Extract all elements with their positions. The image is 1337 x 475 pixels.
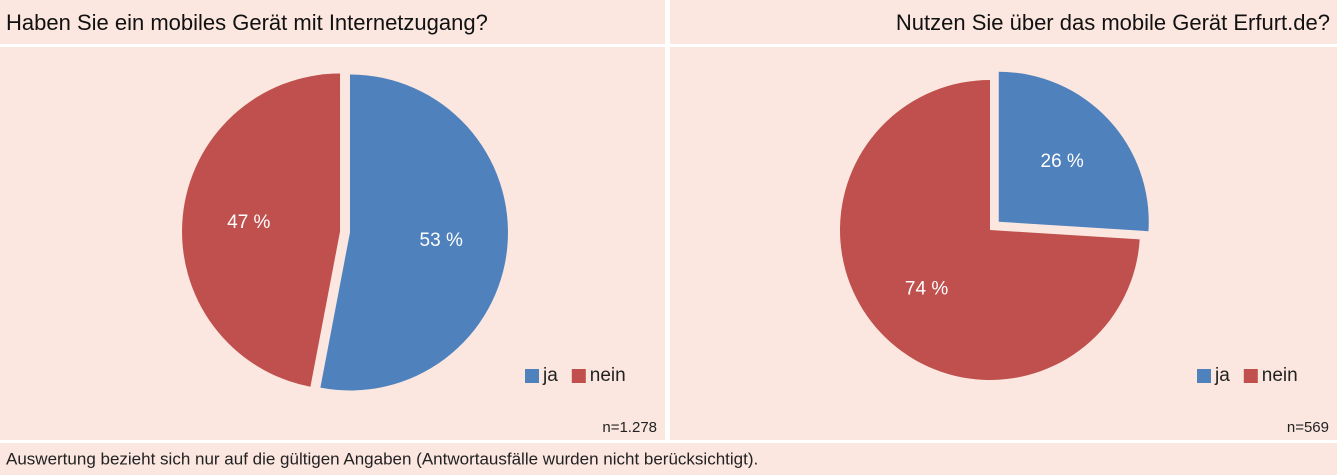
legend-swatch: [571, 369, 586, 383]
pie-slice: [840, 80, 1140, 380]
legend-label: nein: [590, 365, 626, 386]
chart-title: Haben Sie ein mobiles Gerät mit Internet…: [6, 10, 488, 35]
slice-label: 26 %: [1041, 151, 1084, 172]
slice-label: 47 %: [227, 212, 270, 233]
legend-label: ja: [542, 365, 558, 386]
footer-band: [0, 443, 1337, 475]
legend-swatch: [1197, 369, 1211, 383]
legend-swatch: [525, 369, 539, 383]
slice-label: 53 %: [420, 230, 463, 251]
legend-label: nein: [1262, 365, 1298, 386]
chart-title: Nutzen Sie über das mobile Gerät Erfurt.…: [896, 10, 1330, 35]
pie-slice: [182, 73, 341, 387]
pie-slice: [998, 71, 1149, 232]
sample-size: n=1.278: [602, 419, 657, 436]
footer: Auswertung bezieht sich nur auf die gült…: [6, 449, 758, 468]
title-band: [670, 0, 1337, 44]
slice-label: 74 %: [905, 279, 948, 300]
sample-size: n=569: [1287, 419, 1329, 436]
legend-swatch: [1243, 369, 1258, 383]
legend-label: ja: [1214, 365, 1230, 386]
title-band: [0, 0, 665, 44]
pie-slice: [320, 74, 508, 391]
